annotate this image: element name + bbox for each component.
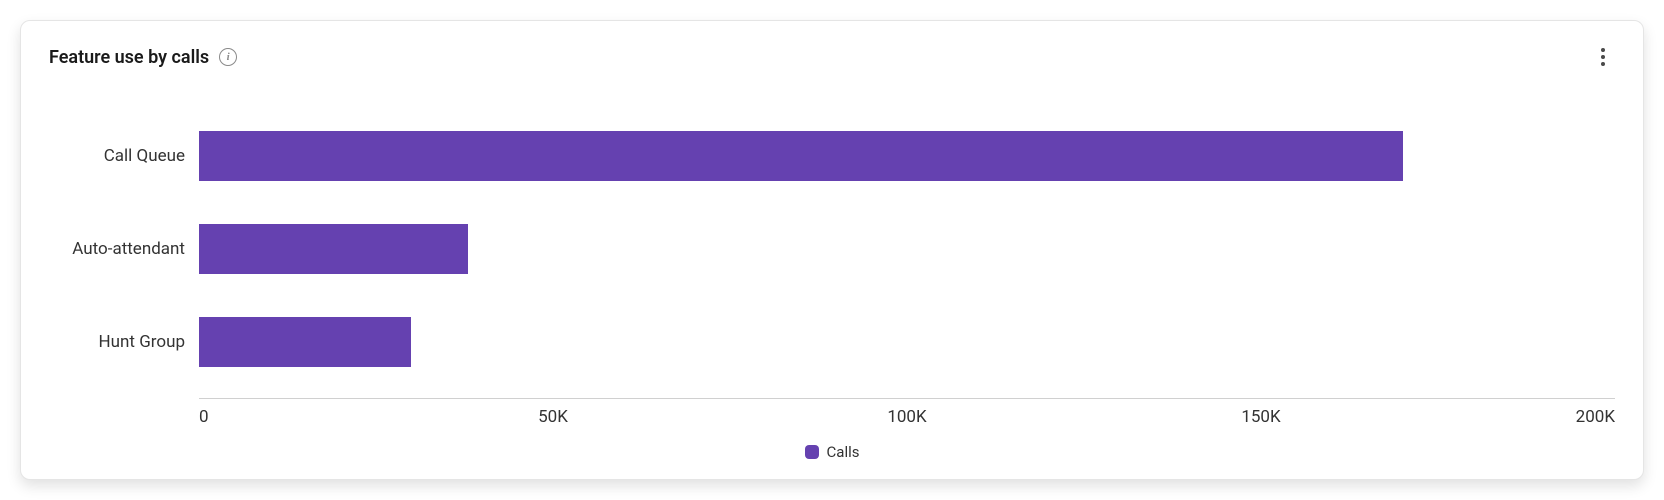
bar-row [199,224,1615,274]
bar-row [199,131,1615,181]
chart-card: Feature use by calls i Call Queue Auto-at… [20,20,1644,480]
bar [199,224,468,274]
x-axis-tick: 100K [887,407,926,427]
chart-area: Call Queue Auto-attendant Hunt Group 0 50K 1… [49,99,1615,461]
info-icon[interactable]: i [219,48,237,66]
y-axis-label: Call Queue [49,131,185,181]
y-axis-label: Hunt Group [49,317,185,367]
card-header: Feature use by calls i [49,43,1615,71]
x-axis-tick: 50K [538,407,568,427]
x-axis-tick: 200K [1576,407,1615,427]
x-axis-ticks: 0 50K 100K 150K 200K [199,407,1615,429]
legend-label: Calls [827,443,860,461]
bar [199,317,411,367]
x-axis-tick: 150K [1241,407,1280,427]
y-axis-labels: Call Queue Auto-attendant Hunt Group [49,99,199,399]
card-title: Feature use by calls [49,47,209,68]
bars-region [199,99,1615,399]
x-axis: 0 50K 100K 150K 200K [49,407,1615,429]
legend-swatch [805,445,819,459]
legend: Calls [49,443,1615,461]
title-group: Feature use by calls i [49,47,237,68]
y-axis-label: Auto-attendant [49,224,185,274]
more-options-icon[interactable] [1591,45,1615,69]
bar-row [199,317,1615,367]
bar [199,131,1403,181]
x-axis-tick: 0 [199,407,209,427]
plot-region: Call Queue Auto-attendant Hunt Group [49,99,1615,399]
